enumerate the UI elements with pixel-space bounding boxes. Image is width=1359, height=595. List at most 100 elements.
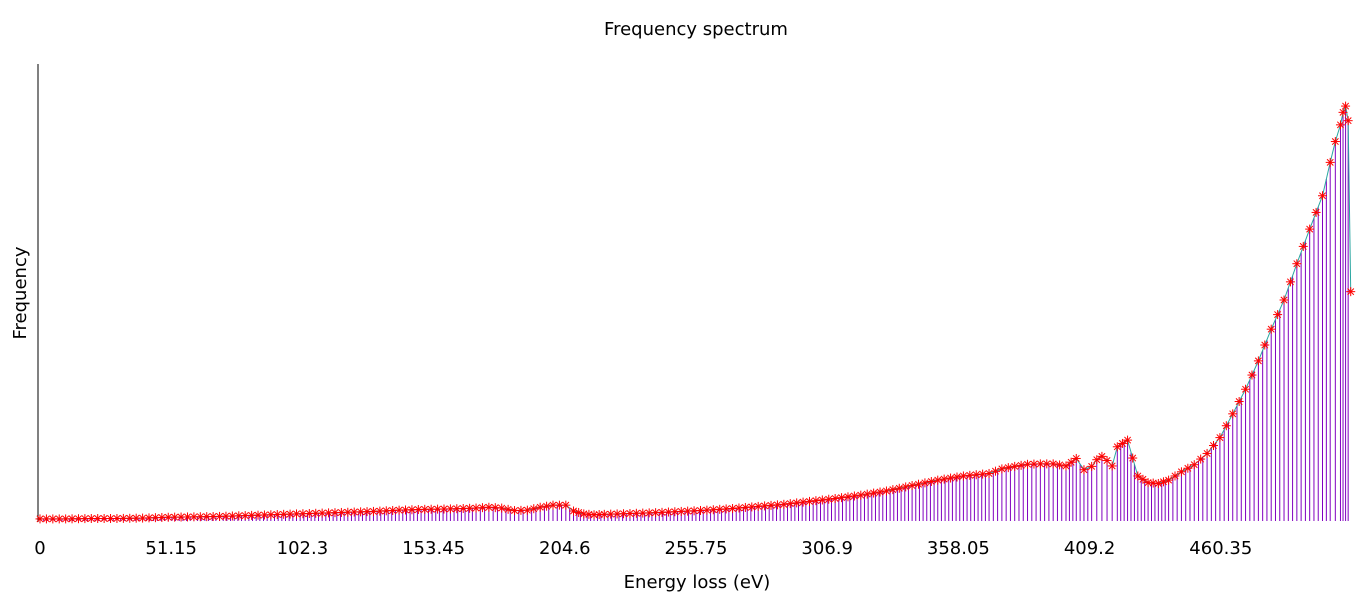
data-point-marker [1164,475,1174,485]
data-point-marker [542,501,552,511]
data-point-marker [952,472,962,482]
data-point-marker [131,513,141,523]
data-point-marker [176,512,186,522]
data-point-marker [1097,451,1107,461]
data-point-marker [644,508,654,518]
data-point-marker [497,503,507,513]
data-point-marker [362,507,372,517]
data-point-marker [888,485,898,495]
data-point-marker [240,511,250,521]
data-point-marker [1189,460,1199,470]
data-point-marker [785,499,795,509]
data-point-marker [1048,459,1058,469]
data-point-marker [1055,460,1065,470]
data-point-marker [958,471,968,481]
data-point-marker [1335,120,1345,130]
data-point-marker [779,499,789,509]
data-point-marker [471,503,481,513]
data-point-marker [792,498,802,508]
data-point-marker [971,470,981,480]
data-point-marker [805,496,815,506]
data-point-marker [1079,465,1089,475]
data-point-marker [939,474,949,484]
data-point-marker [1016,460,1026,470]
x-tick-label: 358.05 [927,538,990,559]
data-point-marker [1061,461,1071,471]
data-point-marker [1266,324,1276,334]
data-point-marker [522,505,532,515]
data-point-marker [946,473,956,483]
data-point-marker [875,487,885,497]
data-point-marker [1123,435,1133,445]
data-point-marker [811,496,821,506]
data-point-marker [901,482,911,492]
data-point-marker [1117,438,1127,448]
data-point-marker [1292,259,1302,269]
data-point-marker [445,504,455,514]
data-point-marker [1247,370,1257,380]
data-point-marker [1346,287,1356,297]
data-point-marker [747,502,757,512]
data-point-marker [1253,356,1263,366]
data-point-marker [1042,459,1052,469]
data-point-marker [490,503,500,513]
data-point-marker [1228,409,1238,419]
data-point-marker [1196,454,1206,464]
x-tick-label: 102.3 [277,538,329,559]
x-tick-label: 204.6 [539,538,591,559]
data-point-marker [388,505,398,515]
data-point-marker [606,509,616,519]
data-point-marker [1010,461,1020,471]
data-point-marker [933,475,943,485]
data-point-marker [394,505,404,515]
data-point-marker [997,464,1007,474]
stem-group [39,106,1349,521]
data-point-marker [721,504,731,514]
data-point-marker [926,476,936,486]
data-point-marker [349,507,359,517]
data-point-marker [798,497,808,507]
data-point-marker [1318,191,1328,201]
data-point-marker [1311,207,1321,217]
data-point-marker [1202,448,1212,458]
y-axis-label: Frequency [10,246,31,339]
data-point-marker [41,514,51,524]
data-point-marker [285,509,295,519]
data-point-marker [561,500,571,510]
x-tick-label: 0 [34,538,45,559]
data-point-marker [856,490,866,500]
data-point-marker [599,509,609,519]
x-tick-label: 51.15 [145,538,197,559]
data-point-marker [1176,467,1186,477]
data-point-marker [1087,461,1097,471]
data-point-marker [1279,295,1289,305]
data-point-marker [1305,224,1315,234]
data-point-marker [1138,474,1148,484]
x-tick-label: 153.45 [402,538,465,559]
data-point-marker [740,502,750,512]
x-tick-label: 409.2 [1064,538,1116,559]
data-point-marker [1234,397,1244,407]
x-axis-label: Energy loss (eV) [624,572,771,593]
data-point-marker [1029,459,1039,469]
data-point-marker [73,514,83,524]
data-point-marker [215,511,225,521]
data-point-marker [837,493,847,503]
data-point-marker [907,481,917,491]
data-point-marker [920,478,930,488]
data-point-marker [965,470,975,480]
data-point-marker [881,486,891,496]
data-point-marker [843,492,853,502]
data-point-marker [1003,463,1013,473]
data-point-marker [1035,459,1045,469]
data-point-marker [368,506,378,516]
data-point-marker [984,468,994,478]
data-point-marker [1133,471,1143,481]
data-point-marker [221,511,231,521]
data-point-marker [503,504,513,514]
data-point-marker [1325,157,1335,167]
data-point-marker [734,503,744,513]
data-point-marker [978,469,988,479]
data-point-marker [862,489,872,499]
data-point-marker [708,505,718,515]
